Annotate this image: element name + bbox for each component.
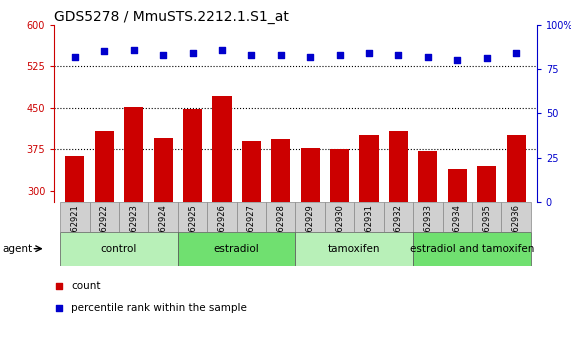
Bar	[60, 232, 178, 266]
Text: GSM362934: GSM362934	[453, 204, 462, 255]
Point	[100, 48, 109, 54]
Text: tamoxifen: tamoxifen	[328, 244, 381, 254]
Bar	[296, 232, 413, 266]
Bar	[154, 138, 172, 202]
Text: GSM362930: GSM362930	[335, 204, 344, 255]
Bar	[178, 202, 207, 232]
Bar	[296, 202, 325, 232]
Bar	[419, 151, 437, 202]
Text: estradiol: estradiol	[214, 244, 260, 254]
Bar	[65, 156, 85, 202]
Text: GDS5278 / MmuSTS.2212.1.S1_at: GDS5278 / MmuSTS.2212.1.S1_at	[54, 10, 289, 24]
Text: GSM362935: GSM362935	[482, 204, 491, 255]
Bar	[448, 169, 467, 202]
Text: control: control	[101, 244, 137, 254]
Bar	[124, 107, 143, 202]
Bar	[443, 202, 472, 232]
Bar	[242, 141, 261, 202]
Bar	[506, 135, 526, 202]
Point	[159, 52, 168, 58]
Text: GSM362927: GSM362927	[247, 204, 256, 255]
Bar	[413, 232, 531, 266]
Text: GSM362922: GSM362922	[100, 204, 108, 255]
Point	[423, 54, 432, 59]
Text: count: count	[71, 281, 100, 291]
Text: GSM362933: GSM362933	[423, 204, 432, 255]
Bar	[207, 202, 236, 232]
Bar	[472, 202, 501, 232]
Point	[482, 56, 491, 61]
Bar	[212, 96, 231, 202]
Bar	[413, 202, 443, 232]
Text: GSM362929: GSM362929	[305, 204, 315, 255]
Bar	[178, 232, 296, 266]
Point	[247, 52, 256, 58]
Text: GSM362932: GSM362932	[394, 204, 403, 255]
Bar	[90, 202, 119, 232]
Bar	[119, 202, 148, 232]
Point	[188, 50, 197, 56]
Bar	[95, 131, 114, 202]
Text: GSM362923: GSM362923	[129, 204, 138, 255]
Text: GSM362926: GSM362926	[218, 204, 227, 255]
Bar	[236, 202, 266, 232]
Text: GSM362931: GSM362931	[364, 204, 373, 255]
Bar	[501, 202, 531, 232]
Bar	[360, 135, 379, 202]
Bar	[266, 202, 296, 232]
Bar	[60, 202, 90, 232]
Bar	[477, 166, 496, 202]
Text: GSM362936: GSM362936	[512, 204, 521, 255]
Point	[54, 305, 63, 311]
Text: estradiol and tamoxifen: estradiol and tamoxifen	[410, 244, 534, 254]
Point	[364, 50, 373, 56]
Point	[394, 52, 403, 58]
Bar	[183, 109, 202, 202]
Bar	[301, 148, 320, 202]
Point	[512, 50, 521, 56]
Text: GSM362928: GSM362928	[276, 204, 286, 255]
Bar	[384, 202, 413, 232]
Bar	[148, 202, 178, 232]
Bar	[271, 139, 290, 202]
Text: percentile rank within the sample: percentile rank within the sample	[71, 303, 247, 313]
Point	[276, 52, 286, 58]
Bar	[355, 202, 384, 232]
Text: GSM362925: GSM362925	[188, 204, 197, 255]
Point	[129, 47, 138, 52]
Text: agent: agent	[3, 244, 33, 254]
Point	[453, 57, 462, 63]
Bar	[389, 131, 408, 202]
Point	[70, 54, 79, 59]
Bar	[325, 202, 355, 232]
Point	[335, 52, 344, 58]
Point	[305, 54, 315, 59]
Point	[54, 283, 63, 289]
Text: GSM362921: GSM362921	[70, 204, 79, 255]
Point	[218, 47, 227, 52]
Text: GSM362924: GSM362924	[159, 204, 168, 255]
Bar	[330, 149, 349, 202]
